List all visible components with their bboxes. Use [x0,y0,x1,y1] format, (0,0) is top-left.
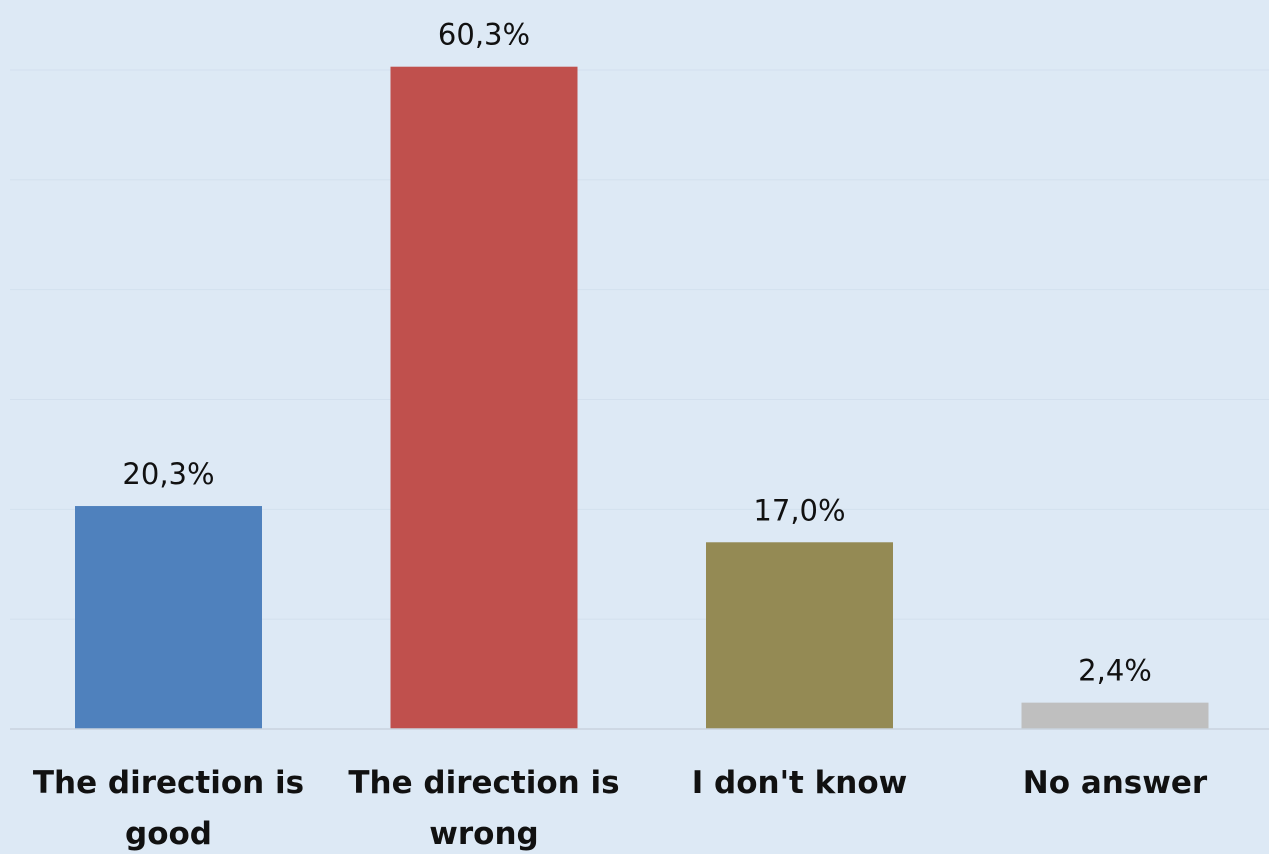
category-label: The direction is wrong [348,765,619,852]
data-label: 17,0% [753,493,845,527]
category-labels: The direction is good The direction is wron… [33,765,1208,852]
category-label-line: I don't know [692,765,908,801]
category-label-line: wrong [429,816,538,852]
category-label: The direction is good [33,765,304,852]
category-label-line: The direction is [348,765,619,801]
data-label: 2,4% [1078,654,1152,688]
category-label: No answer [1023,765,1208,801]
category-label-line: The direction is [33,765,304,801]
bar [75,506,262,729]
category-label: I don't know [692,765,908,801]
category-label-line: No answer [1023,765,1208,801]
value-labels: 20,3% 60,3% 17,0% 2,4% [122,18,1151,688]
category-label-line: good [125,816,212,852]
bars [75,66,1209,729]
data-label: 20,3% [122,457,214,491]
data-label: 60,3% [438,18,530,52]
bar [390,66,578,729]
bar [706,542,893,729]
bar [1021,702,1209,729]
